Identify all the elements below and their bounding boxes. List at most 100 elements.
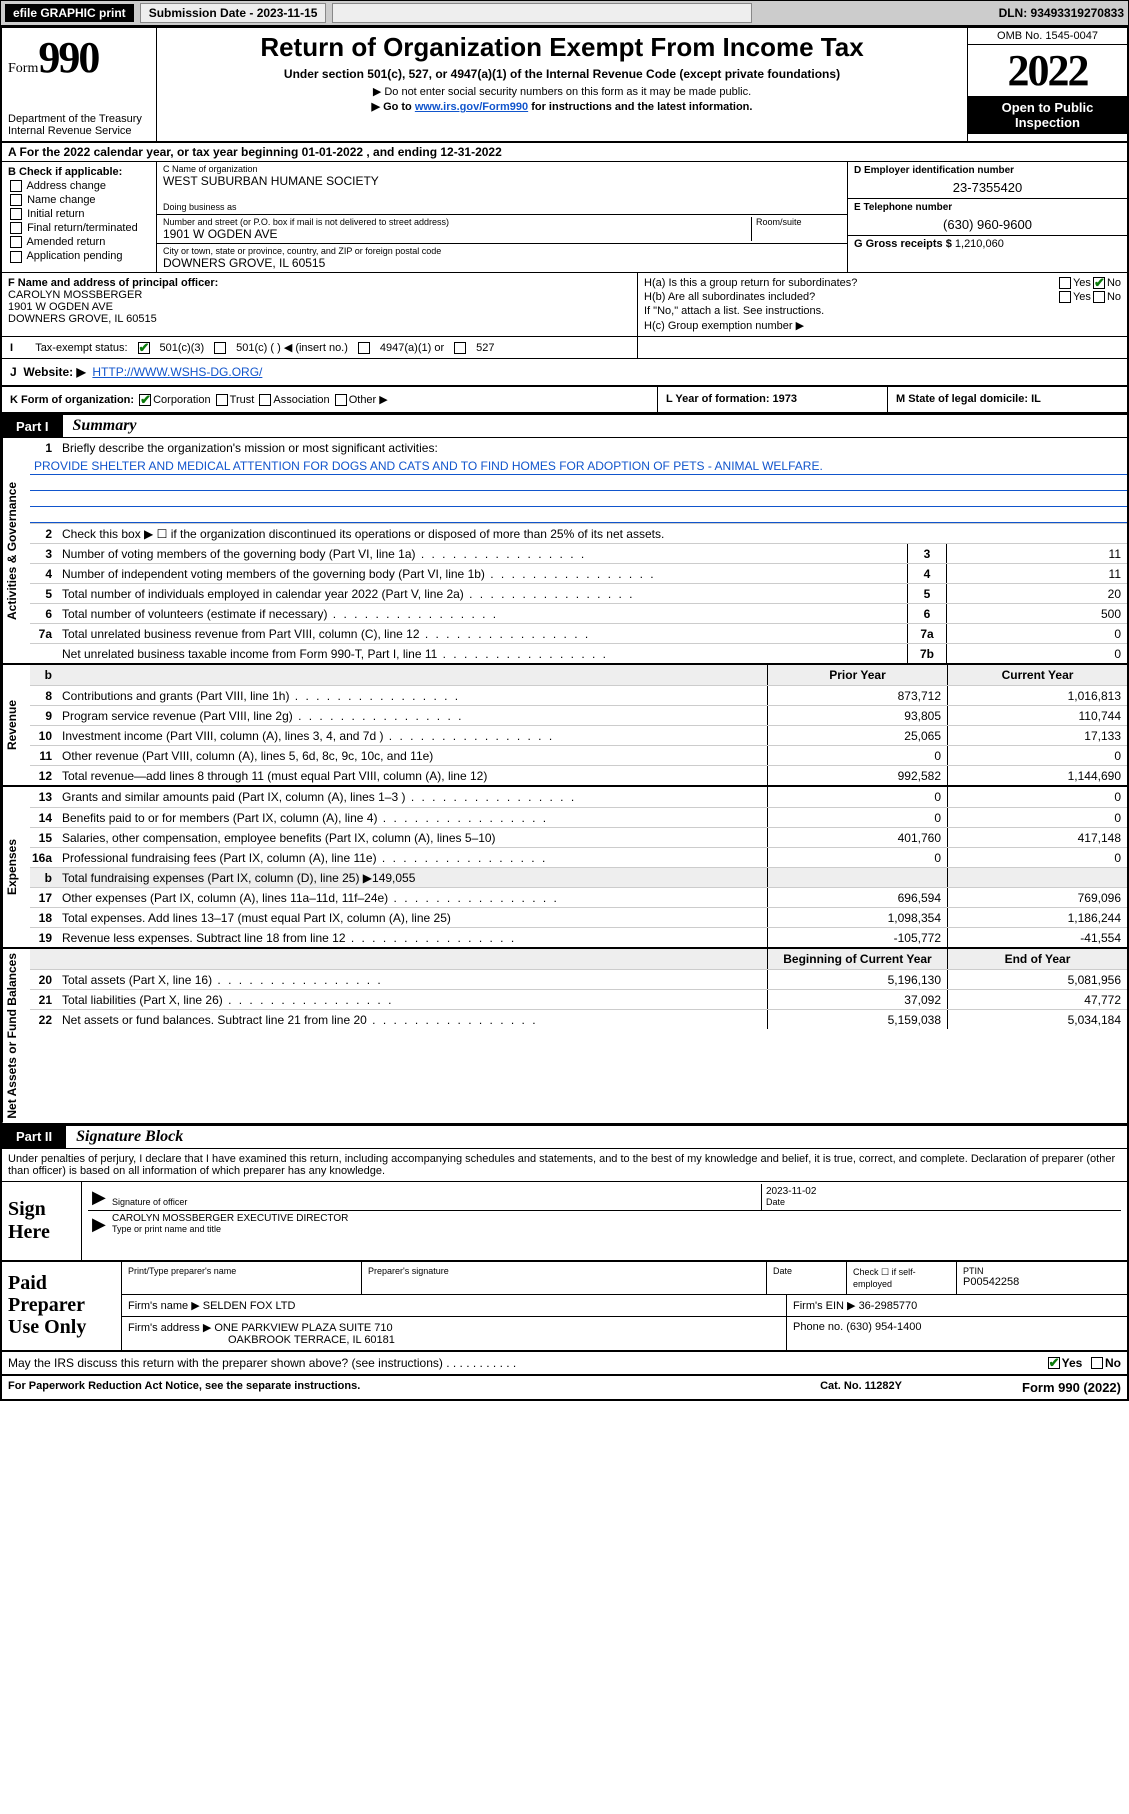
row-a-tax-year: A For the 2022 calendar year, or tax yea… [2, 143, 1127, 162]
chk-527[interactable] [454, 342, 466, 354]
paid-label: Paid Preparer Use Only [2, 1262, 122, 1350]
l6-val: 500 [947, 604, 1127, 623]
ha-no[interactable] [1093, 277, 1105, 289]
l6-text: Total number of volunteers (estimate if … [62, 607, 327, 621]
sign-block: Sign Here ▶ Signature of officer 2023-11… [2, 1182, 1127, 1262]
arrow-icon: ▶ [88, 1185, 108, 1210]
chk-assoc[interactable] [259, 394, 271, 406]
org-name: WEST SUBURBAN HUMANE SOCIETY [163, 174, 379, 188]
l9c: 110,744 [947, 706, 1127, 725]
chk-4947[interactable] [358, 342, 370, 354]
hdr-beg: Beginning of Current Year [767, 949, 947, 969]
part2-num: Part II [2, 1126, 66, 1147]
irs-link[interactable]: www.irs.gov/Form990 [415, 101, 528, 113]
l13-text: Grants and similar amounts paid (Part IX… [62, 790, 405, 804]
sig-officer-label: Signature of officer [108, 1195, 761, 1210]
l20c: 5,081,956 [947, 970, 1127, 989]
l16b-text: Total fundraising expenses (Part IX, col… [62, 871, 415, 885]
hb-yes[interactable] [1059, 291, 1071, 303]
l5-val: 20 [947, 584, 1127, 603]
tax-year: 2022 [968, 45, 1127, 96]
section-f-label: F Name and address of principal officer: [8, 277, 218, 289]
website-link[interactable]: HTTP://WWW.WSHS-DG.ORG/ [92, 365, 262, 379]
l10c: 17,133 [947, 726, 1127, 745]
l21p: 37,092 [767, 990, 947, 1009]
k-label: K Form of organization: [10, 394, 134, 406]
hdr-curr: Current Year [947, 665, 1127, 685]
l22c: 5,034,184 [947, 1010, 1127, 1029]
chk-other[interactable] [335, 394, 347, 406]
inspection-badge: Open to Public Inspection [968, 96, 1127, 134]
form-title: Return of Organization Exempt From Incom… [163, 32, 961, 63]
ptin-value: P00542258 [963, 1276, 1019, 1288]
j-label: Website: ▶ [23, 365, 85, 379]
mission-blank3 [30, 507, 1127, 523]
hdr-prior: Prior Year [767, 665, 947, 685]
l12p: 992,582 [767, 766, 947, 785]
submission-date-button[interactable]: Submission Date - 2023-11-15 [140, 3, 327, 23]
psig-label: Preparer's signature [368, 1266, 760, 1276]
ha-yes[interactable] [1059, 277, 1071, 289]
l9p: 93,805 [767, 706, 947, 725]
officer-name-title: CAROLYN MOSSBERGER EXECUTIVE DIRECTOR [112, 1213, 348, 1224]
phone-value: (630) 954-1400 [846, 1321, 921, 1333]
l16ap: 0 [767, 848, 947, 867]
l21-text: Total liabilities (Part X, line 26) [62, 993, 223, 1007]
hdr-end: End of Year [947, 949, 1127, 969]
hb-no[interactable] [1093, 291, 1105, 303]
l8c: 1,016,813 [947, 686, 1127, 705]
chk-amended[interactable]: Amended return [8, 236, 150, 248]
l14p: 0 [767, 808, 947, 827]
chk-final-return[interactable]: Final return/terminated [8, 222, 150, 234]
chk-initial-return[interactable]: Initial return [8, 208, 150, 220]
form-number: 990 [38, 33, 98, 82]
form-subtitle: Under section 501(c), 527, or 4947(a)(1)… [163, 67, 961, 81]
efile-button[interactable]: efile GRAPHIC print [5, 4, 134, 22]
hb-label: H(b) Are all subordinates included? [644, 291, 1057, 303]
discuss-yes[interactable] [1048, 1357, 1060, 1369]
ein-value: 23-7355420 [854, 180, 1121, 195]
l4-val: 11 [947, 564, 1127, 583]
officer-name: CAROLYN MOSSBERGER [8, 289, 142, 301]
tel-value: (630) 960-9600 [854, 217, 1121, 232]
l17-text: Other expenses (Part IX, column (A), lin… [62, 891, 388, 905]
chk-trust[interactable] [216, 394, 228, 406]
row-i: I Tax-exempt status: 501(c)(3) 501(c) ( … [2, 337, 1127, 359]
footer-mid: Cat. No. 11282Y [820, 1380, 902, 1395]
chk-corp[interactable] [139, 394, 151, 406]
self-emp-check[interactable]: Check ☐ if self-employed [853, 1267, 916, 1289]
sig-date-val: 2023-11-02 [766, 1186, 816, 1197]
discuss-no[interactable] [1091, 1357, 1103, 1369]
chk-501c[interactable] [214, 342, 226, 354]
l1-label: Briefly describe the organization's miss… [58, 439, 1127, 457]
l22-text: Net assets or fund balances. Subtract li… [62, 1013, 367, 1027]
chk-name-change[interactable]: Name change [8, 194, 150, 206]
chk-app-pending[interactable]: Application pending [8, 250, 150, 262]
l19-text: Revenue less expenses. Subtract line 18 … [62, 931, 346, 945]
chk-501c3[interactable] [138, 342, 150, 354]
ha-label: H(a) Is this a group return for subordin… [644, 277, 1057, 289]
firm-ein-label: Firm's EIN ▶ [793, 1300, 856, 1312]
firm-ein: 36-2985770 [859, 1300, 918, 1312]
hc-right [637, 337, 1127, 358]
blank-button[interactable] [332, 3, 752, 23]
firm-addr-label: Firm's address ▶ [128, 1322, 211, 1334]
l3-val: 11 [947, 544, 1127, 563]
section-b: B Check if applicable: Address change Na… [2, 162, 157, 272]
officer-addr2: DOWNERS GROVE, IL 60515 [8, 313, 157, 325]
section-f: F Name and address of principal officer:… [2, 273, 637, 336]
l18p: 1,098,354 [767, 908, 947, 927]
l15-text: Salaries, other compensation, employee b… [62, 831, 496, 845]
l8-text: Contributions and grants (Part VIII, lin… [62, 689, 289, 703]
l7b-val: 0 [947, 644, 1127, 663]
sig-intro: Under penalties of perjury, I declare th… [2, 1149, 1127, 1182]
chk-address-change[interactable]: Address change [8, 180, 150, 192]
firm-name: SELDEN FOX LTD [203, 1300, 296, 1312]
l4-text: Number of independent voting members of … [62, 567, 485, 581]
l10p: 25,065 [767, 726, 947, 745]
l11-text: Other revenue (Part VIII, column (A), li… [62, 749, 433, 763]
firm-addr2: OAKBROOK TERRACE, IL 60181 [228, 1334, 395, 1346]
c-name-label: C Name of organization [163, 164, 841, 174]
i-label: Tax-exempt status: [35, 342, 127, 354]
gross-label: G Gross receipts $ [854, 238, 952, 250]
